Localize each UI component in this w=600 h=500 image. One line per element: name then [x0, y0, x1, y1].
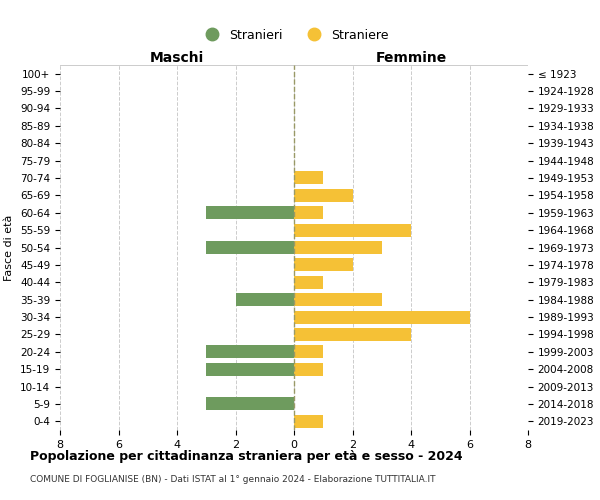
Bar	[294, 172, 323, 184]
Bar	[294, 415, 323, 428]
Bar	[294, 189, 353, 202]
Bar	[294, 224, 411, 236]
Legend: Stranieri, Straniere: Stranieri, Straniere	[194, 24, 394, 47]
Text: Maschi: Maschi	[150, 51, 204, 65]
Bar	[206, 206, 294, 220]
Bar	[206, 398, 294, 410]
Bar	[294, 241, 382, 254]
Text: Femmine: Femmine	[376, 51, 446, 65]
Bar	[235, 293, 294, 306]
Text: COMUNE DI FOGLIANISE (BN) - Dati ISTAT al 1° gennaio 2024 - Elaborazione TUTTITA: COMUNE DI FOGLIANISE (BN) - Dati ISTAT a…	[30, 475, 436, 484]
Bar	[294, 362, 323, 376]
Bar	[294, 293, 382, 306]
Y-axis label: Fasce di età: Fasce di età	[4, 214, 14, 280]
Bar	[294, 276, 323, 289]
Bar	[206, 362, 294, 376]
Bar	[206, 241, 294, 254]
Bar	[294, 258, 353, 272]
Text: Popolazione per cittadinanza straniera per età e sesso - 2024: Popolazione per cittadinanza straniera p…	[30, 450, 463, 463]
Bar	[294, 346, 323, 358]
Bar	[294, 310, 470, 324]
Bar	[206, 346, 294, 358]
Bar	[294, 206, 323, 220]
Bar	[294, 328, 411, 341]
